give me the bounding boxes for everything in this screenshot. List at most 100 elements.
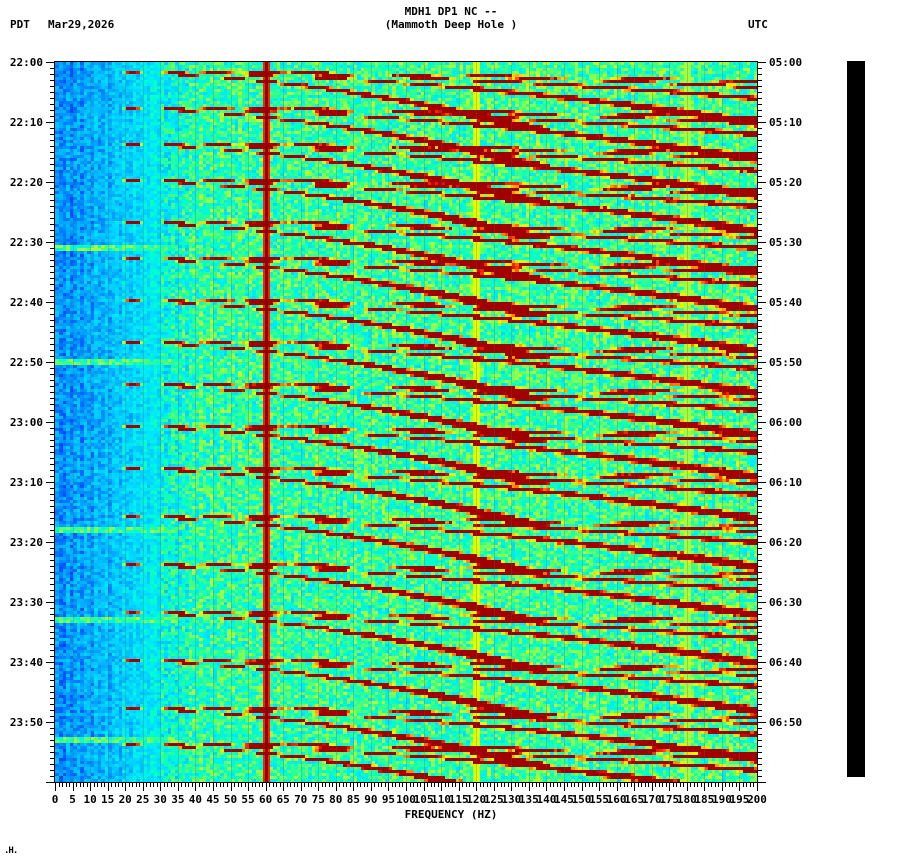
x-frequency-label: 45: [206, 793, 220, 806]
right-axis-minor-tick: [757, 260, 762, 261]
right-axis-major-tick: [757, 602, 766, 603]
right-axis-minor-tick: [757, 128, 762, 129]
right-axis-minor-tick: [757, 524, 762, 525]
right-axis-major-tick: [757, 62, 766, 63]
spectrogram-plot-area[interactable]: [55, 62, 757, 782]
x-axis-major-tick: [283, 782, 284, 791]
left-time-label: 23:00: [9, 416, 43, 429]
right-axis-minor-tick: [757, 506, 762, 507]
x-axis-major-tick: [617, 782, 618, 791]
x-axis-minor-tick: [560, 782, 561, 787]
x-axis-major-tick: [231, 782, 232, 791]
right-axis-minor-tick: [757, 446, 762, 447]
right-axis-minor-tick: [757, 764, 762, 765]
x-axis-minor-tick: [676, 782, 677, 787]
station-subtitle: (Mammoth Deep Hole ): [384, 18, 518, 31]
x-axis-minor-tick: [350, 782, 351, 787]
right-axis-minor-tick: [757, 530, 762, 531]
x-axis-minor-tick: [413, 782, 414, 787]
right-axis-minor-tick: [757, 710, 762, 711]
x-axis-major-tick: [757, 782, 758, 791]
spectrogram-canvas[interactable]: [55, 62, 757, 782]
x-axis-minor-tick: [385, 782, 386, 787]
left-axis-major-tick: [46, 62, 55, 63]
left-time-label: 23:30: [9, 596, 43, 609]
x-axis-minor-tick: [181, 782, 182, 787]
right-axis-minor-tick: [757, 668, 762, 669]
x-axis-minor-tick: [115, 782, 116, 787]
right-axis-major-tick: [757, 242, 766, 243]
x-axis-minor-tick: [311, 782, 312, 787]
x-axis-minor-tick: [455, 782, 456, 787]
right-axis-minor-tick: [757, 740, 762, 741]
right-axis-minor-tick: [757, 230, 762, 231]
x-frequency-label: 40: [188, 793, 203, 806]
x-axis-minor-tick: [304, 782, 305, 787]
right-axis-minor-tick: [757, 512, 762, 513]
left-time-label: 22:20: [9, 176, 43, 189]
x-frequency-label: 85: [346, 793, 360, 806]
x-axis-major-tick: [318, 782, 319, 791]
right-axis-minor-tick: [757, 494, 762, 495]
right-axis-minor-tick: [757, 110, 762, 111]
right-axis-minor-tick: [757, 416, 762, 417]
right-axis-minor-tick: [757, 578, 762, 579]
right-axis-minor-tick: [757, 236, 762, 237]
x-axis-major-tick: [213, 782, 214, 791]
x-frequency-label: 115: [448, 793, 469, 806]
right-axis-minor-tick: [757, 332, 762, 333]
x-axis-minor-tick: [592, 782, 593, 787]
right-axis-major-tick: [757, 362, 766, 363]
right-axis-minor-tick: [757, 254, 762, 255]
x-axis-minor-tick: [753, 782, 754, 787]
x-frequency-label: 160: [606, 793, 627, 806]
x-axis-major-tick: [441, 782, 442, 791]
x-axis-major-tick: [90, 782, 91, 791]
x-axis-minor-tick: [497, 782, 498, 787]
x-axis-minor-tick: [690, 782, 691, 787]
right-axis-minor-tick: [757, 656, 762, 657]
right-axis-minor-tick: [757, 368, 762, 369]
x-axis-minor-tick: [104, 782, 105, 787]
x-axis-minor-tick: [206, 782, 207, 787]
x-axis-major-tick: [336, 782, 337, 791]
right-axis-major-tick: [757, 302, 766, 303]
right-axis-minor-tick: [757, 650, 762, 651]
left-axis-major-tick: [46, 242, 55, 243]
left-axis-major-tick: [46, 182, 55, 183]
x-axis-minor-tick: [445, 782, 446, 787]
x-axis-minor-tick: [216, 782, 217, 787]
x-axis-minor-tick: [62, 782, 63, 787]
x-frequency-label: 145: [554, 793, 574, 806]
x-axis-minor-tick: [518, 782, 519, 787]
right-axis-minor-tick: [757, 620, 762, 621]
right-axis-minor-tick: [757, 770, 762, 771]
x-axis-minor-tick: [718, 782, 719, 787]
right-axis-minor-tick: [757, 554, 762, 555]
x-axis-minor-tick: [402, 782, 403, 787]
left-time-label: 22:10: [9, 116, 43, 129]
x-axis-major-tick: [582, 782, 583, 791]
x-axis-minor-tick: [715, 782, 716, 787]
x-frequency-label: 165: [624, 793, 645, 806]
x-frequency-label: 190: [711, 793, 732, 806]
right-axis-minor-tick: [757, 674, 762, 675]
right-axis-minor-tick: [757, 458, 762, 459]
right-axis-minor-tick: [757, 104, 762, 105]
right-axis-major-tick: [757, 722, 766, 723]
right-axis-major-tick: [757, 482, 766, 483]
right-time-label: 05:50: [769, 356, 803, 369]
right-axis-minor-tick: [757, 164, 762, 165]
x-axis-minor-tick: [315, 782, 316, 787]
x-axis-minor-tick: [360, 782, 361, 787]
x-axis-minor-tick: [252, 782, 253, 787]
x-axis-minor-tick: [118, 782, 119, 787]
right-axis-minor-tick: [757, 284, 762, 285]
x-axis-major-tick: [494, 782, 495, 791]
right-axis-major-tick: [757, 662, 766, 663]
x-axis-minor-tick: [209, 782, 210, 787]
x-axis-minor-tick: [150, 782, 151, 787]
right-axis-minor-tick: [757, 752, 762, 753]
x-axis-minor-tick: [287, 782, 288, 787]
